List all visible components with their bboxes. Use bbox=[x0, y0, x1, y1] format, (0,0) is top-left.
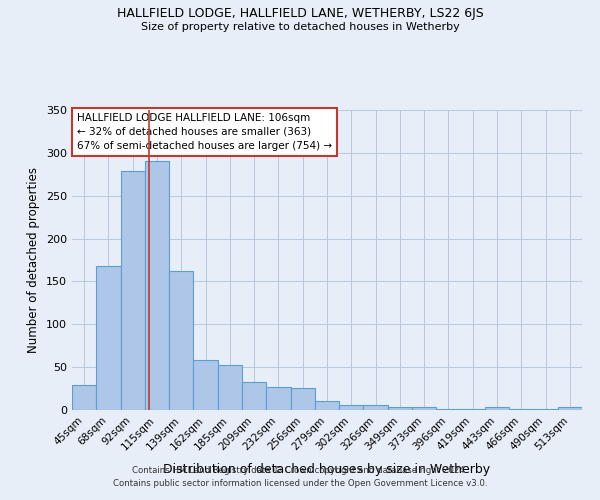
Bar bbox=[485, 408, 509, 410]
Bar bbox=[388, 406, 412, 410]
Bar bbox=[364, 405, 388, 410]
Bar bbox=[96, 266, 121, 410]
Text: HALLFIELD LODGE, HALLFIELD LANE, WETHERBY, LS22 6JS: HALLFIELD LODGE, HALLFIELD LANE, WETHERB… bbox=[116, 8, 484, 20]
Bar bbox=[533, 409, 558, 410]
Bar bbox=[412, 408, 436, 410]
Bar bbox=[145, 160, 169, 410]
Bar bbox=[121, 171, 145, 410]
Bar bbox=[315, 402, 339, 410]
Bar bbox=[461, 409, 485, 410]
Bar bbox=[436, 409, 461, 410]
Bar bbox=[509, 409, 533, 410]
Text: HALLFIELD LODGE HALLFIELD LANE: 106sqm
← 32% of detached houses are smaller (363: HALLFIELD LODGE HALLFIELD LANE: 106sqm ←… bbox=[77, 113, 332, 151]
Bar bbox=[218, 364, 242, 410]
Bar bbox=[266, 387, 290, 410]
X-axis label: Distribution of detached houses by size in Wetherby: Distribution of detached houses by size … bbox=[163, 463, 491, 476]
Bar bbox=[339, 405, 364, 410]
Text: Size of property relative to detached houses in Wetherby: Size of property relative to detached ho… bbox=[140, 22, 460, 32]
Bar bbox=[290, 388, 315, 410]
Bar bbox=[193, 360, 218, 410]
Bar bbox=[169, 271, 193, 410]
Text: Contains HM Land Registry data © Crown copyright and database right 2024.
Contai: Contains HM Land Registry data © Crown c… bbox=[113, 466, 487, 487]
Bar bbox=[558, 406, 582, 410]
Bar bbox=[242, 382, 266, 410]
Y-axis label: Number of detached properties: Number of detached properties bbox=[28, 167, 40, 353]
Bar bbox=[72, 385, 96, 410]
